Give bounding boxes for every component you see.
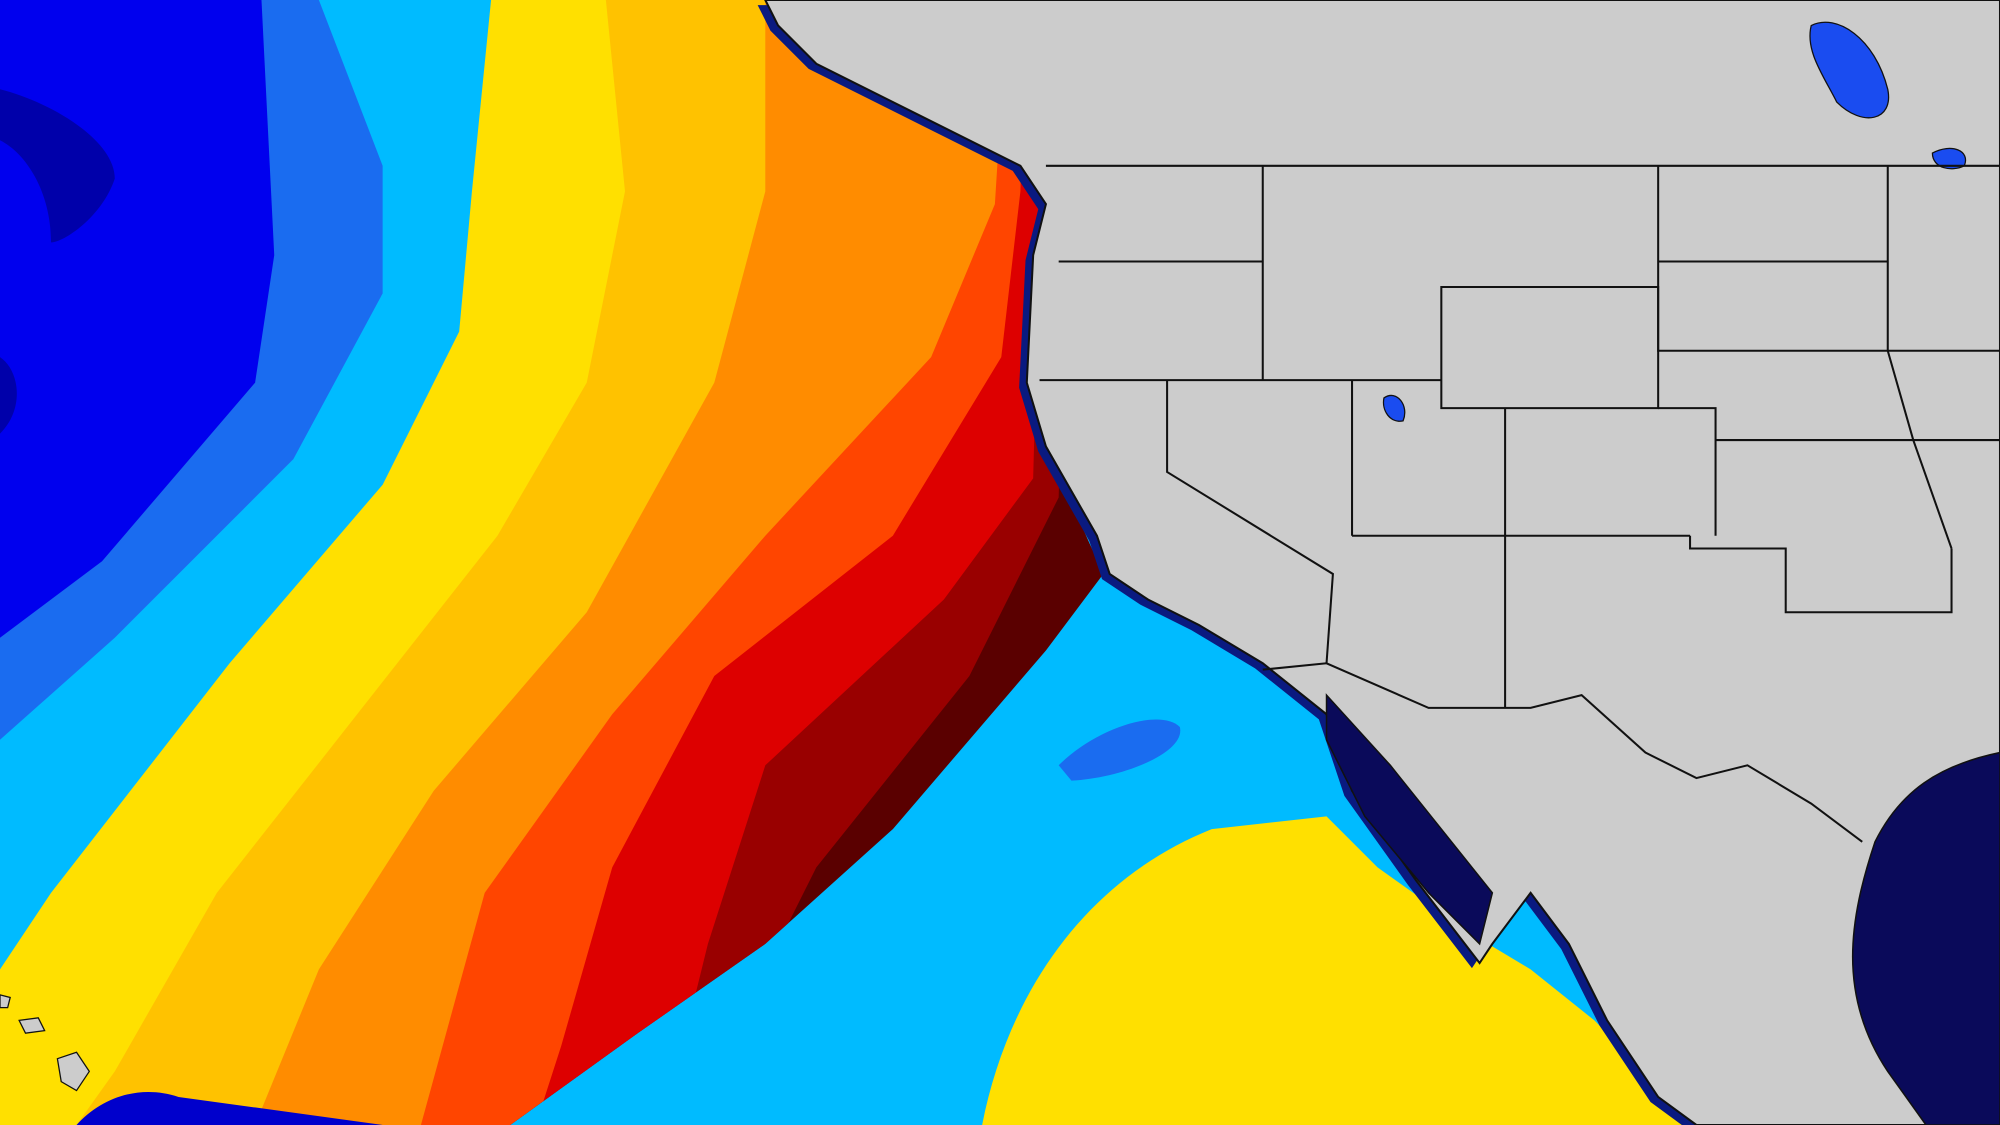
color-bands <box>0 0 1104 1125</box>
land <box>764 0 2000 1125</box>
border <box>1886 165 1953 549</box>
islands <box>0 994 91 1092</box>
band-core <box>0 357 17 434</box>
warm-zone <box>982 816 1697 1125</box>
border <box>1166 380 1334 664</box>
band-edge <box>76 1091 383 1125</box>
island <box>0 994 11 1009</box>
ocean-eddy <box>1058 719 1181 781</box>
island <box>56 1051 91 1092</box>
band-core <box>0 89 115 243</box>
gulf-of-mexico <box>1851 751 2000 1125</box>
lake <box>1809 21 1890 119</box>
island <box>18 1017 46 1034</box>
borders <box>1039 164 2000 843</box>
border <box>1262 662 1863 843</box>
border <box>1658 407 2000 536</box>
border <box>1657 165 2000 352</box>
border <box>1689 535 1953 614</box>
lake <box>1382 394 1406 422</box>
gulf-of-california <box>1325 693 1494 946</box>
